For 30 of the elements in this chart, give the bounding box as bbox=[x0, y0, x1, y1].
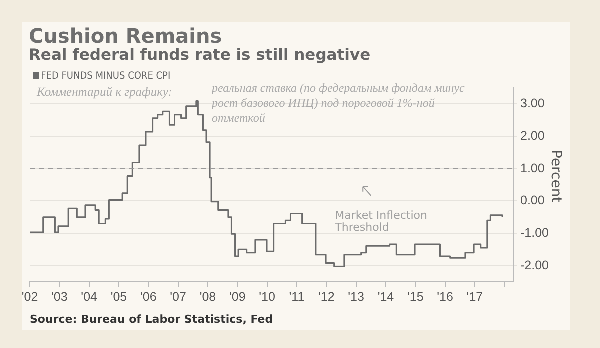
y-tick-label: 1.00 bbox=[520, 161, 545, 176]
source-note: Source: Bureau of Labor Statistics, Fed bbox=[30, 313, 274, 326]
legend-label: FED FUNDS MINUS CORE CPI bbox=[40, 71, 171, 82]
x-tick-label: '17 bbox=[466, 290, 484, 304]
chart-subtitle: Real federal funds rate is still negative bbox=[29, 46, 371, 64]
x-tick-label: '11 bbox=[289, 290, 305, 304]
x-tick-label: '15 bbox=[407, 290, 424, 304]
x-tick-label: '07 bbox=[170, 290, 187, 304]
annotation: реальная ставка (по федеральным фондам минус рост базового ИПЦ) под пороговой 1%-ной отметкой bbox=[212, 81, 466, 126]
y-tick-label: 2.00 bbox=[520, 128, 545, 143]
x-tick-label: '04 bbox=[81, 290, 98, 304]
x-tick-label: '12 bbox=[318, 290, 335, 304]
annotation: Комментарий к графику: bbox=[37, 85, 172, 100]
x-tick-label: '13 bbox=[348, 290, 364, 304]
x-tick-label: '09 bbox=[229, 290, 246, 304]
y-tick-label: -1.00 bbox=[520, 226, 550, 240]
x-tick-label: '05 bbox=[110, 290, 128, 304]
y-axis-title: Percent bbox=[548, 150, 564, 203]
x-tick-label: '03 bbox=[52, 290, 68, 304]
y-tick-label: 3.00 bbox=[520, 96, 545, 111]
x-tick-label: '10 bbox=[259, 290, 276, 304]
y-tick-label: -2.00 bbox=[520, 258, 550, 272]
x-tick-label: '02 bbox=[22, 290, 38, 304]
ref-line-label: Market Inflection Threshold bbox=[334, 209, 428, 234]
y-tick-label: 0.00 bbox=[520, 194, 545, 208]
x-tick-label: '08 bbox=[200, 290, 216, 304]
x-tick-label: '14 bbox=[378, 290, 394, 304]
x-tick-label: '16 bbox=[437, 290, 454, 304]
x-tick-label: '06 bbox=[140, 290, 157, 304]
chart-title: Cushion Remains bbox=[29, 24, 222, 48]
